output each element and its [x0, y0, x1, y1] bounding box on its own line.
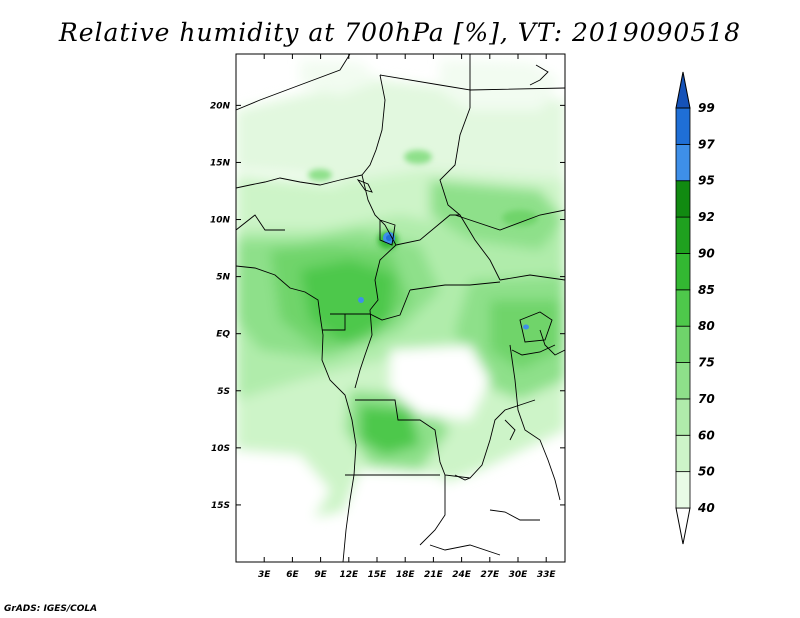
y-tick-label: 5S — [217, 387, 230, 397]
colorbar-label: 90 — [698, 246, 715, 260]
x-tick-label: 24E — [452, 570, 472, 580]
colorbar-over-arrow — [675, 71, 691, 109]
x-tick-label: 12E — [339, 570, 359, 580]
x-tick-label: 27E — [480, 570, 500, 580]
x-tick-label: 33E — [537, 570, 557, 580]
longitude-axis: 3E 6E 9E 12E 15E 18E 21E 24E 27E 30E 33E — [258, 54, 556, 580]
y-tick-label: 15S — [211, 501, 230, 511]
colorbar-segment — [675, 107, 691, 145]
x-tick-label: 6E — [286, 570, 299, 580]
colorbar-label: 97 — [698, 137, 715, 151]
grads-credit: GrADS: IGES/COLA — [4, 604, 98, 614]
y-tick-label: 20N — [210, 101, 231, 111]
colorbar-label: 50 — [698, 465, 715, 479]
x-tick-label: 21E — [424, 570, 444, 580]
x-tick-label: 3E — [258, 570, 271, 580]
colorbar-label: 80 — [698, 319, 715, 333]
colorbar-segment — [675, 253, 691, 291]
colorbar-segment — [675, 434, 691, 473]
colorbar-label: 85 — [698, 283, 715, 297]
colorbar-label: 99 — [698, 101, 715, 115]
y-tick-label: 15N — [210, 158, 231, 168]
colorbar-label: 60 — [698, 428, 715, 442]
colorbar-segment — [675, 143, 691, 182]
x-tick-label: 15E — [368, 570, 388, 580]
humidity-field — [236, 54, 565, 562]
colorbar-segment — [675, 180, 691, 218]
colorbar-segment — [675, 325, 691, 363]
country-borders — [236, 54, 565, 562]
colorbar-label: 40 — [697, 501, 715, 515]
colorbar-segment — [675, 216, 691, 254]
y-tick-label: 10N — [210, 216, 231, 226]
colorbar-label: 92 — [698, 210, 715, 224]
colorbar-segment — [675, 362, 691, 400]
x-tick-label: 30E — [509, 570, 529, 580]
latitude-axis: 20N 15N 10N 5N EQ 5S 10S 15S — [210, 101, 565, 511]
x-tick-label: 18E — [396, 570, 416, 580]
colorbar-segment — [675, 471, 691, 509]
colorbar-under-arrow — [675, 507, 691, 545]
y-tick-label: 10S — [211, 444, 230, 454]
y-tick-label: 5N — [216, 273, 230, 283]
map-frame — [235, 53, 566, 563]
colorbar-segment — [675, 289, 691, 327]
colorbar-label: 75 — [698, 356, 715, 370]
colorbar-label: 70 — [698, 392, 715, 406]
colorbar: 40 50 60 70 75 80 85 90 92 95 97 99 — [675, 71, 715, 545]
y-tick-label: EQ — [216, 330, 230, 340]
x-tick-label: 9E — [314, 570, 327, 580]
colorbar-label: 95 — [698, 174, 715, 188]
map-title: Relative humidity at 700hPa [%], VT: 201… — [58, 18, 742, 47]
colorbar-segment — [675, 398, 691, 436]
